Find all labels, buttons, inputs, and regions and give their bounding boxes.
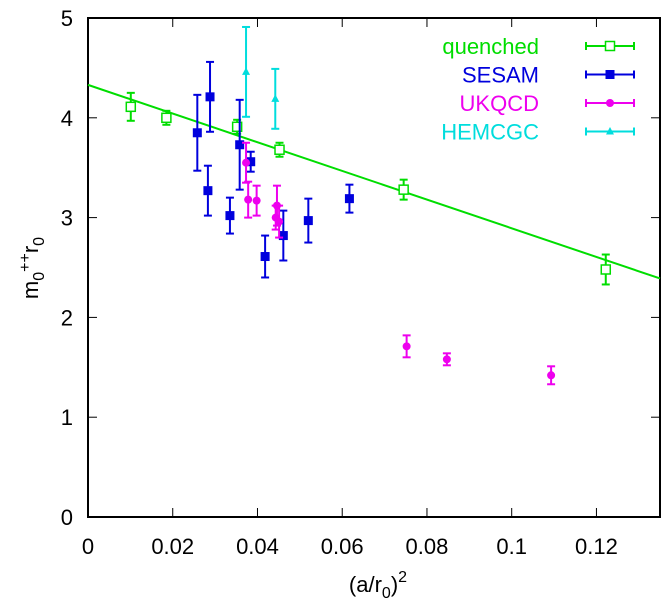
x-tick-label: 0.08 (406, 534, 449, 559)
legend-marker-ukqcd (606, 99, 614, 107)
y-tick-label: 4 (61, 106, 73, 131)
ukqcd-point (442, 355, 451, 364)
y-axis-label: m0++r0 (17, 237, 48, 299)
sesam-point (246, 157, 256, 167)
quenched-fit-line (87, 83, 661, 280)
sesam-point (235, 140, 245, 150)
x-tick-label: 0 (82, 534, 94, 559)
quenched-point (231, 121, 243, 133)
ukqcd-point (547, 371, 556, 380)
sesam-point (303, 216, 313, 226)
hemcgc-point (242, 67, 251, 75)
hemcgc-point (271, 94, 280, 102)
x-tick-label: 0.02 (151, 534, 194, 559)
quenched-point (161, 112, 172, 124)
sesam-point (225, 211, 235, 221)
sesam-point (205, 92, 215, 102)
y-tick-label: 3 (61, 206, 73, 231)
y-tick-label: 2 (61, 305, 73, 330)
quenched-point (125, 101, 137, 113)
legend-label-ukqcd: UKQCD (460, 91, 539, 116)
quenched-point (600, 264, 612, 275)
axis-labels: (a/r0)2 m0++r0 (17, 237, 407, 602)
x-tick-label: 0.1 (496, 534, 527, 559)
sesam-point (203, 186, 213, 196)
tick-labels: 0 0.02 0.04 0.06 0.08 0.1 0.12 0 1 2 3 4 5 (61, 6, 618, 559)
legend-marker-quenched (604, 40, 616, 52)
ukqcd-point (242, 158, 251, 167)
sesam-point (260, 252, 270, 262)
plot-frame (87, 17, 661, 518)
sesam-point (192, 128, 202, 138)
legend-label-quenched: quenched (442, 34, 539, 59)
ukqcd-point (275, 217, 284, 226)
plot-area (87, 17, 661, 518)
y-tick-label: 5 (61, 6, 73, 31)
ukqcd-point (402, 342, 411, 351)
x-tick-label: 0.06 (321, 534, 364, 559)
quenched-point (274, 144, 285, 155)
axis-ticks (87, 17, 660, 518)
sesam-point (278, 231, 288, 241)
legend: quenched SESAM UKQCD HEMCGC (441, 34, 635, 145)
legend-marker-sesam (605, 70, 615, 79)
data-layer (87, 25, 661, 386)
quenched-point (398, 184, 409, 195)
x-tick-label: 0.12 (575, 534, 618, 559)
legend-label-hemcgc: HEMCGC (441, 120, 539, 145)
ukqcd-point (252, 196, 261, 205)
legend-marker-hemcgc (606, 127, 614, 135)
ukqcd-point (244, 195, 253, 204)
x-tick-label: 0.04 (236, 534, 279, 559)
y-tick-label: 1 (61, 405, 73, 430)
y-tick-label: 0 (61, 505, 73, 530)
x-axis-label: (a/r0)2 (349, 569, 407, 602)
legend-label-sesam: SESAM (462, 63, 539, 88)
sesam-point (344, 194, 354, 204)
